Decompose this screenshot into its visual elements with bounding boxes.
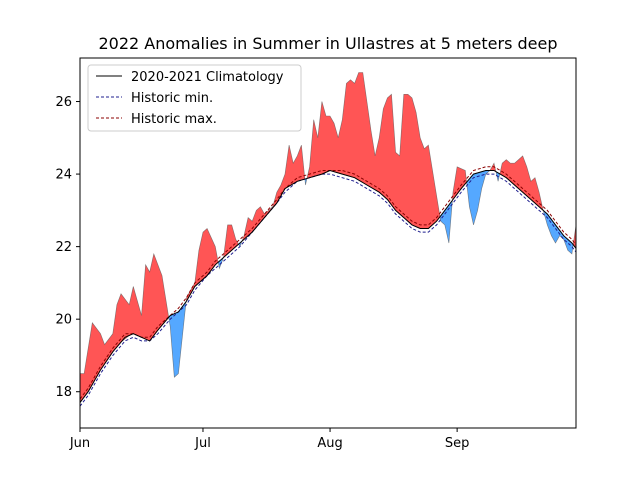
y-tick-label: 26 (55, 95, 72, 110)
historic-max-line (80, 166, 576, 400)
x-tick-label: Sep (445, 436, 470, 451)
y-tick-label: 18 (55, 385, 72, 400)
x-tick-label: Jul (194, 436, 211, 451)
chart-title: 2022 Anomalies in Summer in Ullastres at… (98, 34, 557, 53)
anomaly-above-area (80, 252, 170, 404)
plot-frame (79, 57, 577, 429)
anomaly-below-area (542, 209, 574, 255)
anomaly-above-area (572, 224, 576, 249)
y-tick-label: 24 (55, 168, 72, 183)
x-tick-label: Jun (69, 436, 90, 451)
anomaly-above-area (452, 166, 467, 202)
legend-box (87, 64, 302, 132)
y-tick-label: 22 (55, 240, 72, 255)
legend: 2020-2021 Climatology Historic min. Hist… (87, 64, 302, 132)
x-tick-label: Aug (317, 436, 342, 451)
legend-label-climatology: 2020-2021 Climatology (131, 70, 284, 85)
anomaly-below-area (439, 199, 453, 244)
legend-label-historic-max: Historic max. (131, 112, 217, 127)
historic-min-line (80, 173, 576, 407)
legend-label-historic-min: Historic min. (131, 91, 213, 106)
anomaly-above-area (223, 224, 239, 259)
climatology-line (80, 169, 576, 403)
anomaly-above-area (306, 72, 441, 229)
anomaly-above-area (241, 144, 306, 242)
y-tick-label: 20 (55, 313, 72, 328)
anomaly-above-area (499, 155, 544, 212)
